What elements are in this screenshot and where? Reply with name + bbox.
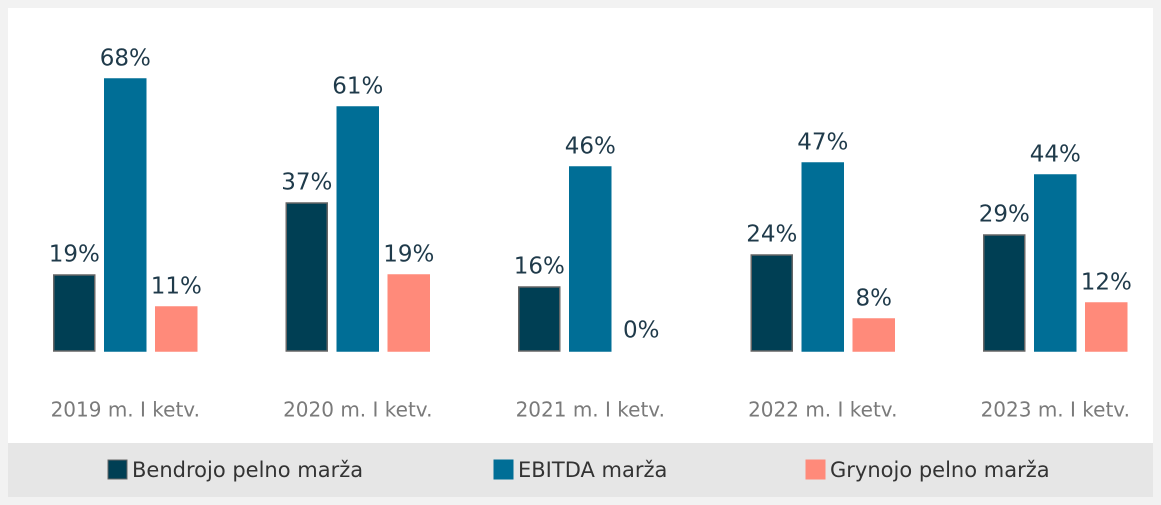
bar (155, 306, 198, 352)
bar (569, 166, 612, 352)
data-label: 16% (514, 254, 565, 280)
bar (387, 274, 430, 352)
bar (1034, 174, 1077, 352)
bar (750, 254, 793, 352)
bar (336, 106, 379, 352)
x-tick-label: 2019 m. I ketv. (51, 398, 200, 422)
data-label: 11% (151, 274, 202, 300)
data-label: 0% (623, 318, 660, 344)
bar (1085, 302, 1128, 352)
data-label: 47% (797, 130, 848, 156)
bar (801, 162, 844, 352)
x-tick-label: 2021 m. I ketv. (516, 398, 665, 422)
legend-label: EBITDA marža (518, 458, 667, 482)
legend-swatch (107, 459, 128, 480)
data-label: 12% (1081, 270, 1132, 296)
data-label: 24% (746, 222, 797, 248)
legend-label: Bendrojo pelno marža (132, 458, 363, 482)
legend-label: Grynojo pelno marža (830, 458, 1050, 482)
data-label: 19% (49, 242, 100, 268)
data-label: 68% (100, 46, 151, 72)
data-label: 19% (383, 242, 434, 268)
bar (285, 202, 328, 352)
data-label: 44% (1030, 142, 1081, 168)
legend-swatch (805, 459, 826, 480)
data-label: 37% (281, 170, 332, 196)
data-label: 46% (565, 134, 616, 160)
bar (53, 274, 96, 352)
bar (104, 78, 147, 352)
bar (852, 318, 895, 352)
x-tick-label: 2022 m. I ketv. (748, 398, 897, 422)
data-label: 29% (979, 202, 1030, 228)
data-label: 8% (856, 286, 893, 312)
legend-panel (8, 443, 1153, 497)
legend-swatch (493, 459, 514, 480)
x-tick-label: 2023 m. I ketv. (981, 398, 1130, 422)
bar (518, 286, 561, 352)
x-tick-label: 2020 m. I ketv. (283, 398, 432, 422)
data-label: 61% (332, 74, 383, 100)
bar (983, 234, 1026, 352)
